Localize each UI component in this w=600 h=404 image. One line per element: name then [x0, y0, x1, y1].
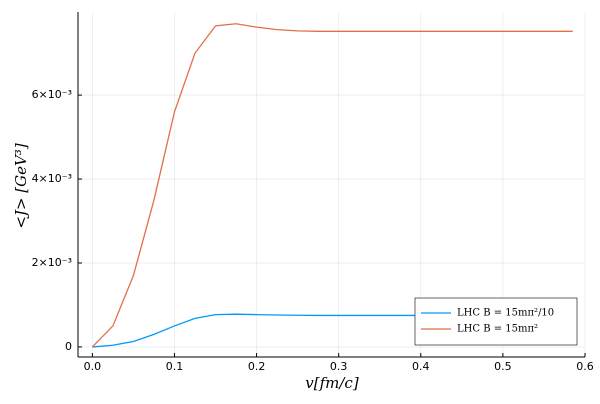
x-tick-label: 0.3: [330, 360, 348, 373]
x-tick-label: 0.5: [494, 360, 512, 373]
legend-box: [414, 297, 578, 346]
y-tick-label: 6×10⁻³: [32, 88, 72, 101]
x-tick-label: 0.6: [576, 360, 594, 373]
y-axis-label: <J> [GeV³]: [12, 143, 30, 228]
y-tick-label: 4×10⁻³: [32, 172, 72, 185]
x-tick-label: 0.2: [248, 360, 266, 373]
legend-label: LHC B = 15mπ²: [457, 324, 538, 335]
y-tick-label: 0: [65, 340, 72, 353]
line: [91, 23, 573, 348]
legend-label: LHC B = 15mπ²/10: [457, 308, 554, 319]
x-tick-label: 0.1: [166, 360, 184, 373]
x-tick-label: 0.4: [412, 360, 430, 373]
x-tick-label: 0.0: [84, 360, 102, 373]
y-tick-label: 2×10⁻³: [32, 256, 72, 269]
x-axis-label: v[fm/c]: [305, 374, 359, 392]
